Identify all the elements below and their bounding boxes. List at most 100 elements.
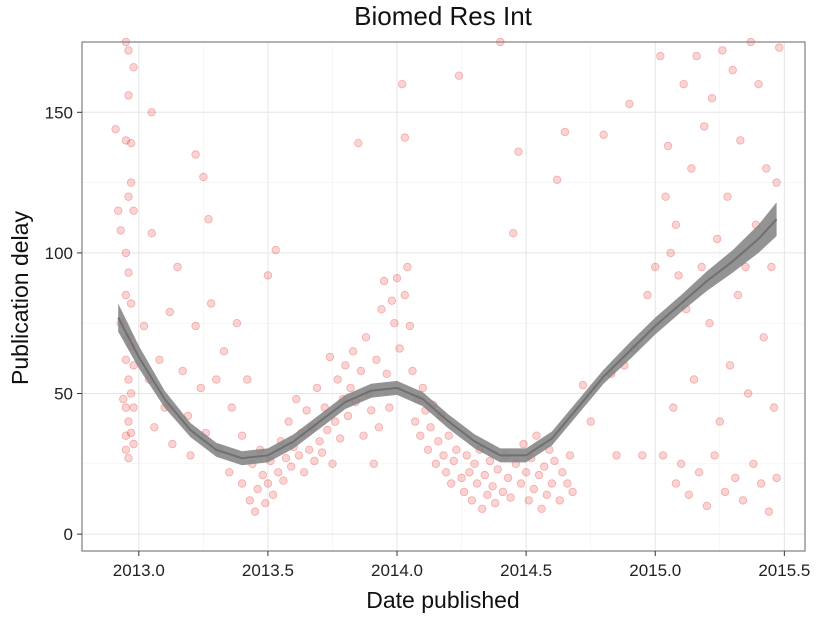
data-point — [333, 375, 342, 384]
data-point — [395, 344, 404, 353]
data-point — [410, 417, 420, 426]
data-point — [759, 333, 768, 342]
data-point — [400, 290, 409, 300]
data-point — [315, 437, 324, 446]
x-axis-title: Date published — [366, 587, 519, 613]
data-point — [625, 99, 634, 109]
data-point — [666, 248, 675, 258]
data-point — [294, 451, 304, 460]
data-point — [775, 43, 784, 52]
data-point — [147, 108, 156, 117]
data-point — [555, 496, 564, 505]
data-point — [705, 319, 714, 328]
data-point — [274, 468, 283, 477]
x-tick-label: 2015.0 — [629, 561, 681, 580]
data-point — [769, 403, 779, 412]
data-point — [261, 499, 270, 508]
data-point — [178, 366, 187, 376]
data-point — [560, 127, 570, 137]
grid-minor — [82, 42, 805, 551]
data-point — [441, 468, 451, 477]
data-point — [651, 262, 660, 272]
data-point — [126, 178, 136, 187]
data-point — [408, 366, 417, 376]
data-point — [330, 417, 340, 426]
data-point — [279, 476, 288, 485]
plot-panel-border — [81, 41, 806, 552]
data-point — [503, 473, 513, 483]
data-point — [707, 93, 717, 103]
data-point — [191, 321, 200, 331]
data-point — [506, 493, 515, 502]
data-point — [124, 417, 133, 426]
data-point — [478, 504, 487, 513]
data-point — [379, 276, 389, 286]
data-point — [124, 375, 133, 384]
data-point — [731, 473, 740, 483]
data-point — [679, 79, 688, 89]
data-point — [687, 164, 696, 173]
data-point — [354, 138, 363, 148]
y-tick-label: 100 — [45, 244, 73, 263]
data-point — [121, 355, 131, 364]
data-point — [447, 479, 456, 488]
data-point — [524, 496, 533, 505]
data-point — [720, 487, 730, 497]
data-point — [116, 226, 125, 235]
data-point — [121, 445, 131, 454]
data-point — [741, 262, 750, 272]
data-point — [374, 423, 384, 432]
data-point — [129, 439, 138, 449]
data-point — [736, 136, 745, 145]
data-point — [113, 206, 123, 215]
data-point — [710, 451, 719, 460]
data-point — [271, 245, 280, 255]
x-tick-label: 2014.5 — [500, 561, 552, 580]
data-point — [542, 490, 551, 499]
data-point — [299, 468, 309, 477]
y-axis-ticks: 0 50 100 150 — [45, 103, 82, 544]
data-point — [336, 434, 345, 443]
data-point — [372, 355, 381, 364]
data-point — [519, 439, 528, 449]
data-point — [346, 383, 355, 393]
data-point — [196, 383, 205, 393]
data-point — [493, 465, 502, 474]
data-point — [168, 439, 177, 449]
data-point — [237, 431, 247, 440]
data-point — [121, 290, 131, 300]
x-tick-label: 2014.0 — [371, 561, 423, 580]
data-point — [121, 248, 131, 258]
data-point — [126, 389, 136, 398]
data-point — [258, 470, 267, 480]
data-point — [674, 271, 683, 280]
data-point — [361, 333, 371, 342]
data-point — [403, 262, 412, 272]
data-point — [382, 369, 391, 378]
data-point — [767, 262, 776, 272]
data-point — [139, 321, 149, 331]
data-point — [764, 507, 774, 516]
data-point — [661, 192, 670, 201]
data-point — [744, 389, 753, 398]
data-point — [733, 290, 743, 300]
data-point — [565, 451, 575, 460]
grid-major — [82, 42, 805, 551]
data-point — [359, 431, 368, 440]
data-point — [725, 361, 735, 370]
data-point — [191, 150, 200, 159]
data-point — [263, 479, 273, 488]
data-point — [449, 456, 458, 466]
data-point — [126, 299, 136, 308]
data-point — [498, 487, 508, 497]
data-point — [509, 228, 518, 238]
data-point — [390, 319, 399, 328]
data-point — [586, 417, 595, 426]
data-point — [206, 299, 216, 308]
data-point — [186, 451, 195, 460]
data-point — [165, 307, 174, 317]
data-point — [514, 147, 523, 156]
data-point — [245, 496, 254, 505]
data-point — [658, 451, 668, 460]
